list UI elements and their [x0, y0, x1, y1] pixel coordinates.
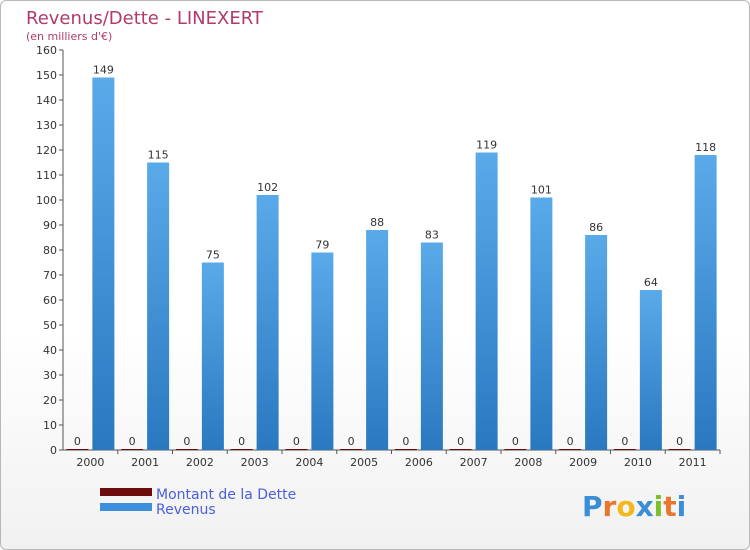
data-label-revenus: 102 [257, 181, 278, 194]
proxiti-logo: Proxiti [582, 490, 686, 523]
logo-letter: i [654, 490, 664, 523]
y-tick-label: 70 [43, 269, 57, 282]
x-tick-label: 2004 [295, 456, 323, 469]
data-label-revenus: 88 [370, 216, 384, 229]
bar-dette [66, 449, 89, 450]
data-label-revenus: 118 [695, 141, 716, 154]
bar-revenus [475, 152, 498, 450]
data-label-revenus: 86 [589, 221, 603, 234]
y-tick-label: 60 [43, 294, 57, 307]
x-tick-label: 2007 [460, 456, 488, 469]
data-label-dette: 0 [183, 435, 190, 448]
logo-letter: o [616, 490, 635, 523]
bar-dette [504, 449, 527, 450]
data-label-dette: 0 [74, 435, 81, 448]
legend-swatch-revenus [100, 503, 152, 511]
chart-subtitle: (en milliers d'€) [26, 30, 112, 43]
y-tick-label: 80 [43, 244, 57, 257]
data-label-dette: 0 [402, 435, 409, 448]
y-tick-label: 90 [43, 219, 57, 232]
data-label-dette: 0 [676, 435, 683, 448]
bar-revenus [530, 197, 553, 450]
x-tick-label: 2003 [241, 456, 269, 469]
y-tick-label: 150 [36, 69, 57, 82]
data-label-revenus: 79 [315, 239, 329, 252]
legend-label-dette: Montant de la Dette [156, 487, 296, 503]
bar-dette [559, 449, 582, 450]
x-tick-label: 2000 [76, 456, 104, 469]
bar-dette [449, 449, 472, 450]
y-tick-label: 40 [43, 344, 57, 357]
logo-letter: t [663, 490, 676, 523]
x-tick-label: 2008 [514, 456, 542, 469]
axes: 0102030405060708090100110120130140150160… [36, 44, 721, 469]
y-tick-label: 50 [43, 319, 57, 332]
bar-revenus [420, 242, 443, 450]
logo-letter: i [677, 490, 687, 523]
data-labels: 0 149 0 115 0 75 0 102 0 79 0 88 0 83 0 119 0 101 0 86 0 64 0 1… [74, 64, 716, 449]
bar-dette [285, 449, 308, 450]
x-tick-label: 2005 [350, 456, 378, 469]
bar-revenus [639, 290, 662, 450]
data-label-revenus: 75 [206, 249, 220, 262]
bar-revenus [147, 162, 170, 450]
data-label-revenus: 64 [644, 276, 658, 289]
data-label-dette: 0 [457, 435, 464, 448]
y-tick-label: 10 [43, 419, 57, 432]
x-tick-label: 2002 [186, 456, 214, 469]
bar-dette [230, 449, 253, 450]
x-tick-label: 2011 [679, 456, 707, 469]
bar-dette [394, 449, 417, 450]
y-tick-label: 130 [36, 119, 57, 132]
bar-dette [668, 449, 691, 450]
data-label-dette: 0 [567, 435, 574, 448]
bar-revenus [366, 230, 389, 450]
x-tick-label: 2006 [405, 456, 433, 469]
y-tick-label: 30 [43, 369, 57, 382]
bar-revenus [694, 155, 717, 450]
data-label-dette: 0 [348, 435, 355, 448]
data-label-revenus: 115 [148, 149, 169, 162]
x-tick-label: 2010 [624, 456, 652, 469]
data-label-dette: 0 [293, 435, 300, 448]
chart-title: Revenus/Dette - LINEXERT [26, 8, 264, 29]
bar-dette [175, 449, 198, 450]
y-tick-label: 140 [36, 94, 57, 107]
logo-letter: r [603, 490, 617, 523]
y-tick-label: 0 [50, 444, 57, 457]
bar-dette [613, 449, 636, 450]
data-label-dette: 0 [512, 435, 519, 448]
x-tick-label: 2009 [569, 456, 597, 469]
data-label-dette: 0 [621, 435, 628, 448]
data-label-revenus: 149 [93, 64, 114, 77]
y-tick-label: 100 [36, 194, 57, 207]
data-label-revenus: 83 [425, 229, 439, 242]
data-label-dette: 0 [129, 435, 136, 448]
logo-letter: x [636, 490, 654, 523]
legend-swatch-dette [100, 488, 152, 496]
bar-revenus [256, 195, 279, 450]
y-tick-label: 120 [36, 144, 57, 157]
y-tick-label: 20 [43, 394, 57, 407]
bar-dette [340, 449, 363, 450]
bars [66, 77, 717, 450]
bar-revenus [585, 235, 608, 450]
data-label-revenus: 101 [531, 184, 552, 197]
data-label-dette: 0 [238, 435, 245, 448]
data-label-revenus: 119 [476, 139, 497, 152]
bar-revenus [92, 77, 115, 450]
bar-dette [121, 449, 144, 450]
logo-letter: P [582, 490, 603, 523]
bar-revenus [311, 252, 334, 450]
bar-revenus [201, 262, 224, 450]
y-tick-label: 160 [36, 44, 57, 57]
logo-text: Proxiti [582, 490, 686, 523]
x-tick-label: 2001 [131, 456, 159, 469]
y-tick-label: 110 [36, 169, 57, 182]
legend-label-revenus: Revenus [156, 502, 216, 518]
legend: Montant de la Dette Revenus [100, 487, 296, 518]
